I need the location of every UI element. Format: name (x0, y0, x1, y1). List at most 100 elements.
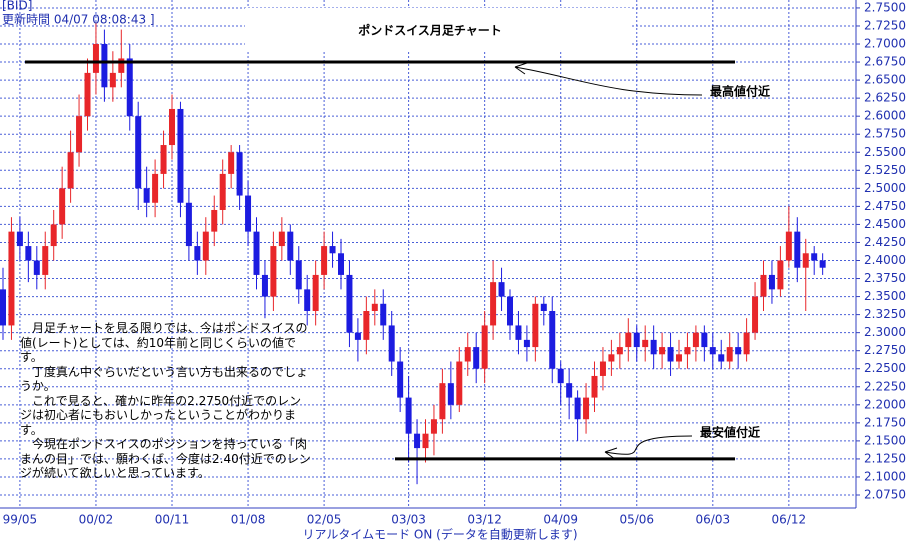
candle-body (312, 274, 319, 312)
candle-body (261, 274, 268, 297)
candle-body (523, 339, 530, 348)
y-tick-label: 2.1000 (864, 469, 906, 483)
candle-body (76, 116, 83, 153)
candle-body (160, 145, 167, 174)
candle-body (245, 195, 252, 232)
annotation: 最高値付近 (710, 84, 770, 99)
candle-body (126, 58, 133, 117)
candle-body (405, 397, 412, 434)
y-tick-label: 2.3750 (864, 271, 906, 285)
candle-body (507, 296, 513, 326)
y-tick-label: 2.2750 (864, 343, 906, 357)
candle-body (397, 361, 404, 398)
candle-body (718, 354, 725, 362)
candle-body (752, 296, 759, 333)
header-text: 更新時間 04/07 08:08:43 ] (2, 12, 155, 27)
candle-body (659, 347, 666, 355)
y-tick-label: 2.4000 (864, 253, 906, 267)
candle-body (515, 325, 522, 340)
candle-body (608, 354, 615, 362)
candle-body (194, 246, 201, 261)
candle-body (701, 332, 708, 348)
candle-body (84, 72, 91, 117)
footer-text: リアルタイムモード ON (データを自動更新します) (302, 527, 577, 542)
candle-body (118, 58, 125, 73)
candle-body (295, 260, 302, 290)
candle-body (650, 339, 657, 355)
candle-body (768, 274, 775, 290)
candle-body (785, 231, 792, 261)
candle-body (625, 332, 632, 348)
candle-body (338, 253, 344, 275)
x-tick-label: 99/05 (3, 513, 38, 527)
candle-body (219, 173, 226, 210)
x-tick-label: 06/03 (696, 513, 731, 527)
candle-body (354, 332, 361, 340)
x-tick-label: 05/06 (619, 513, 654, 527)
candle-body (684, 347, 691, 355)
annotation: 最安値付近 (700, 425, 760, 440)
candle-body (143, 188, 150, 203)
candle-body (642, 339, 649, 348)
candle-body (794, 231, 801, 268)
candle-body (67, 152, 74, 189)
candle-body (430, 419, 437, 434)
candle-body (16, 231, 23, 247)
candle-body (42, 246, 49, 275)
candle-body (253, 231, 260, 275)
candle-body (33, 260, 40, 275)
candle-body (760, 274, 767, 297)
y-tick-label: 2.1500 (864, 433, 906, 447)
x-tick-label: 04/09 (543, 513, 578, 527)
candle-body (574, 397, 581, 420)
candle-body (557, 368, 564, 384)
candle-body (676, 354, 682, 362)
candle-body (278, 231, 285, 247)
candle-body (135, 116, 142, 189)
y-tick-label: 2.4750 (864, 199, 906, 213)
candle-body (811, 253, 818, 261)
y-tick-label: 2.1750 (864, 415, 906, 429)
candle-body (735, 347, 742, 355)
x-tick-label: 02/05 (307, 513, 342, 527)
candle-body (447, 383, 454, 405)
x-tick-label: 00/02 (79, 513, 114, 527)
y-tick-label: 2.4500 (864, 217, 906, 231)
candle-body (473, 347, 480, 369)
candle-body (802, 253, 809, 268)
candle-body (380, 303, 387, 326)
candle-body (591, 375, 598, 398)
candle-body (743, 332, 750, 355)
chart-title: ポンドスイス月足チャート (358, 23, 502, 38)
y-tick-label: 2.2250 (864, 379, 906, 393)
candle-body (633, 332, 640, 348)
note: これで見ると、確かに昨年の2.2750付近でのレンジは初心者にもおいしかったとい… (20, 393, 302, 437)
candle-body (464, 347, 471, 362)
candle-body (0, 289, 6, 326)
candle-body (152, 173, 159, 203)
candle-body (422, 433, 429, 449)
y-tick-label: 2.5000 (864, 181, 906, 195)
candle-body (481, 325, 488, 369)
y-tick-label: 2.3500 (864, 289, 906, 303)
note: 月足チャートを見る限りでは、今はポンドスイスの値(レート)としては、約10年前と… (20, 321, 308, 364)
x-tick-label: 03/12 (467, 513, 502, 527)
arrow (514, 62, 703, 96)
candle-body (566, 383, 573, 398)
y-tick-label: 2.3000 (864, 325, 906, 339)
x-tick-label: 01/08 (231, 513, 266, 527)
candle-body (599, 361, 606, 376)
candle-body (414, 433, 421, 449)
y-tick-label: 2.4250 (864, 235, 906, 249)
x-tick-label: 00/11 (155, 513, 190, 527)
arrow (604, 435, 693, 460)
candle-body (185, 202, 192, 247)
y-tick-label: 2.1250 (864, 451, 906, 465)
header-text: [BID] (2, 0, 32, 13)
candle-body (287, 231, 294, 261)
candle-body (50, 224, 57, 247)
note: 丁度真ん中ぐらいだという言い方も出来るのでしょうか。 (20, 364, 309, 394)
y-tick-label: 2.6000 (864, 109, 906, 123)
